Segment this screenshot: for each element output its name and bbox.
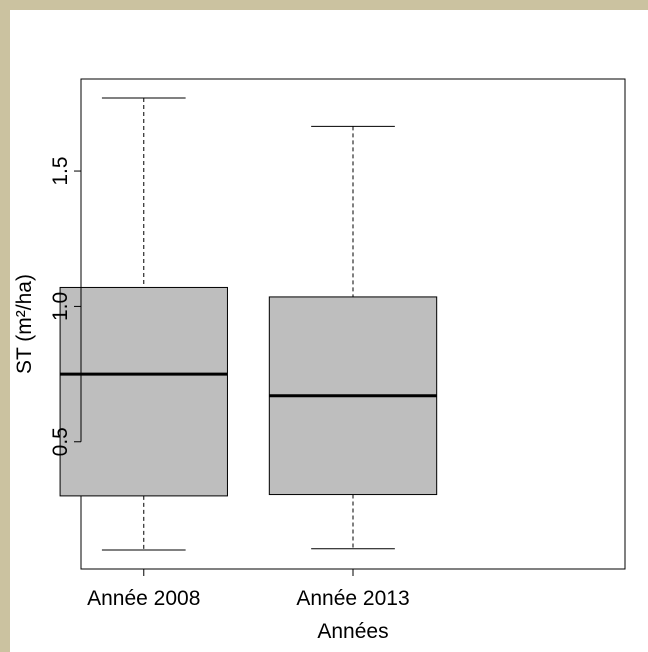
iqr-box xyxy=(59,286,228,497)
x-tick-label: Année 2008 xyxy=(87,587,200,610)
boxplot-chart: Année 2008 Année 2013 0.5 1.0 1.5 Années ST … xyxy=(13,78,626,643)
y-axis-title: ST (m²/ha) xyxy=(13,274,36,374)
x-tick-label: Année 2013 xyxy=(296,587,409,610)
y-tick-label: 1.5 xyxy=(49,156,72,185)
axis-ticks: Année 2008 Année 2013 0.5 1.0 1.5 xyxy=(49,156,410,610)
box-group xyxy=(268,125,438,550)
x-axis-title: Années xyxy=(317,620,388,643)
chart-frame: Année 2008 Année 2013 0.5 1.0 1.5 Années ST … xyxy=(10,10,648,652)
y-tick-label: 0.5 xyxy=(49,427,72,456)
box-group xyxy=(59,97,228,551)
chart-marks xyxy=(59,97,438,551)
y-tick-label: 1.0 xyxy=(49,292,72,321)
